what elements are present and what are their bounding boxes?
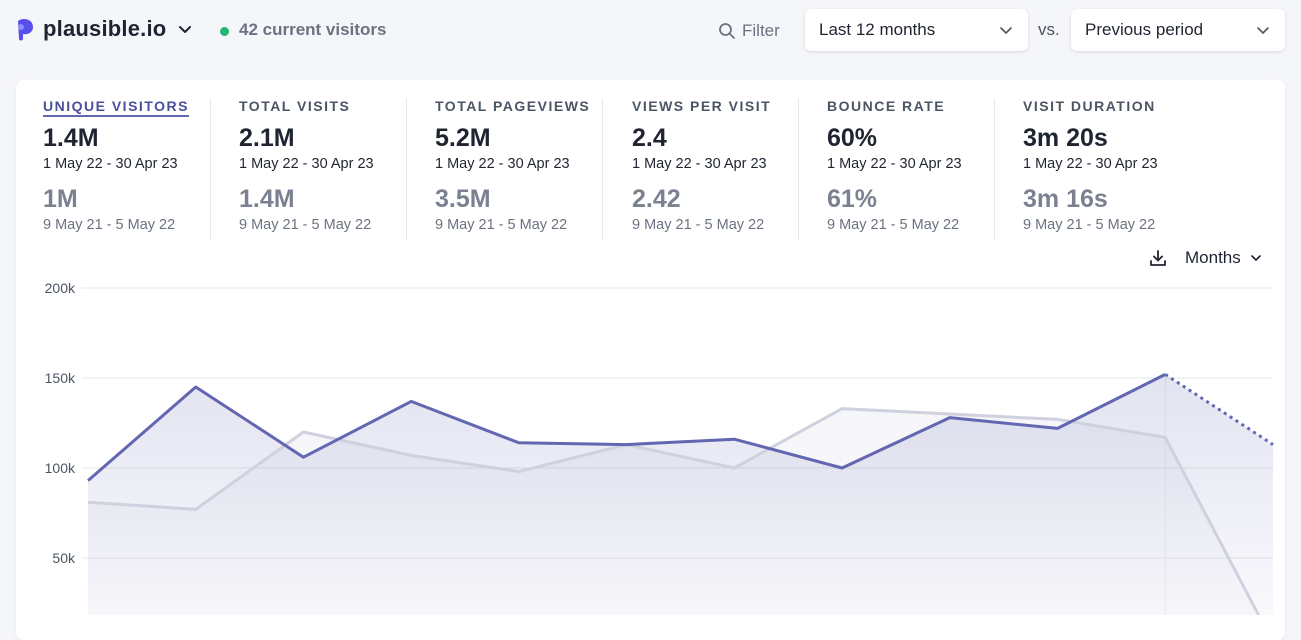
chevron-down-icon xyxy=(1257,27,1269,34)
live-indicator-icon xyxy=(220,27,229,36)
metric-title: VISIT DURATION xyxy=(1023,98,1156,114)
chevron-down-icon xyxy=(1000,27,1012,34)
metric-title: TOTAL VISITS xyxy=(239,98,351,114)
metric-compare-value: 2.42 xyxy=(632,185,681,213)
metric-range: 1 May 22 - 30 Apr 23 xyxy=(435,156,570,172)
interval-label: Months xyxy=(1185,248,1241,267)
stats-card: UNIQUE VISITORS 1.4M 1 May 22 - 30 Apr 2… xyxy=(16,80,1285,640)
metric-compare-value: 3.5M xyxy=(435,185,491,213)
metric-value: 60% xyxy=(827,124,878,152)
metric-value: 1.4M xyxy=(43,124,99,152)
metric-total-visits[interactable]: TOTAL VISITS 2.1M 1 May 22 - 30 Apr 23 1… xyxy=(239,98,435,240)
metric-title: VIEWS PER VISIT xyxy=(632,98,772,114)
metric-title: UNIQUE VISITORS xyxy=(43,98,189,117)
top-bar: plausible.io 42 current visitors Filter … xyxy=(0,0,1301,62)
metric-value: 2.1M xyxy=(239,124,295,152)
plausible-logo-icon xyxy=(18,19,33,41)
metric-value: 3m 20s xyxy=(1023,124,1108,152)
metric-visit-duration[interactable]: VISIT DURATION 3m 20s 1 May 22 - 30 Apr … xyxy=(1023,98,1219,240)
metric-divider xyxy=(210,98,211,240)
comparison-label: Previous period xyxy=(1085,20,1204,39)
filter-button[interactable]: Filter xyxy=(718,20,780,42)
metric-views-per-visit[interactable]: VIEWS PER VISIT 2.4 1 May 22 - 30 Apr 23… xyxy=(632,98,828,240)
current-visitors[interactable]: 42 current visitors xyxy=(239,20,387,39)
metric-compare-range: 9 May 21 - 5 May 22 xyxy=(239,217,372,233)
metric-range: 1 May 22 - 30 Apr 23 xyxy=(239,156,374,172)
metric-compare-range: 9 May 21 - 5 May 22 xyxy=(827,217,960,233)
metric-range: 1 May 22 - 30 Apr 23 xyxy=(1023,156,1158,172)
metric-compare-value: 3m 16s xyxy=(1023,185,1108,213)
metric-compare-range: 9 May 21 - 5 May 22 xyxy=(632,217,765,233)
metric-value: 5.2M xyxy=(435,124,491,152)
metric-range: 1 May 22 - 30 Apr 23 xyxy=(827,156,962,172)
metric-bounce-rate[interactable]: BOUNCE RATE 60% 1 May 22 - 30 Apr 23 61%… xyxy=(827,98,1023,240)
chevron-down-icon[interactable] xyxy=(176,20,194,38)
metric-value: 2.4 xyxy=(632,124,667,152)
metric-range: 1 May 22 - 30 Apr 23 xyxy=(632,156,767,172)
chevron-down-icon xyxy=(1250,255,1261,261)
metric-divider xyxy=(994,98,995,240)
metric-compare-value: 61% xyxy=(827,185,878,213)
metric-divider xyxy=(406,98,407,240)
metric-title: TOTAL PAGEVIEWS xyxy=(435,98,591,114)
metric-compare-range: 9 May 21 - 5 May 22 xyxy=(43,217,176,233)
interval-dropdown[interactable]: Months xyxy=(1185,248,1263,268)
vs-label: vs. xyxy=(1038,20,1060,39)
site-name[interactable]: plausible.io xyxy=(43,16,167,41)
metric-title: BOUNCE RATE xyxy=(827,98,946,114)
metric-unique-visitors[interactable]: UNIQUE VISITORS 1.4M 1 May 22 - 30 Apr 2… xyxy=(43,98,239,240)
metric-total-pageviews[interactable]: TOTAL PAGEVIEWS 5.2M 1 May 22 - 30 Apr 2… xyxy=(435,98,631,240)
metric-compare-value: 1.4M xyxy=(239,185,295,213)
period-dropdown[interactable]: Last 12 months xyxy=(805,9,1028,51)
period-label: Last 12 months xyxy=(819,20,936,39)
metric-compare-value: 1M xyxy=(43,185,78,213)
metric-divider xyxy=(798,98,799,240)
comparison-dropdown[interactable]: Previous period xyxy=(1071,9,1285,51)
download-icon[interactable] xyxy=(1148,248,1168,268)
metric-compare-range: 9 May 21 - 5 May 22 xyxy=(1023,217,1156,233)
metric-range: 1 May 22 - 30 Apr 23 xyxy=(43,156,178,172)
search-icon xyxy=(719,23,735,39)
metric-compare-range: 9 May 21 - 5 May 22 xyxy=(435,217,568,233)
filter-label: Filter xyxy=(742,21,780,40)
metric-divider xyxy=(602,98,603,240)
